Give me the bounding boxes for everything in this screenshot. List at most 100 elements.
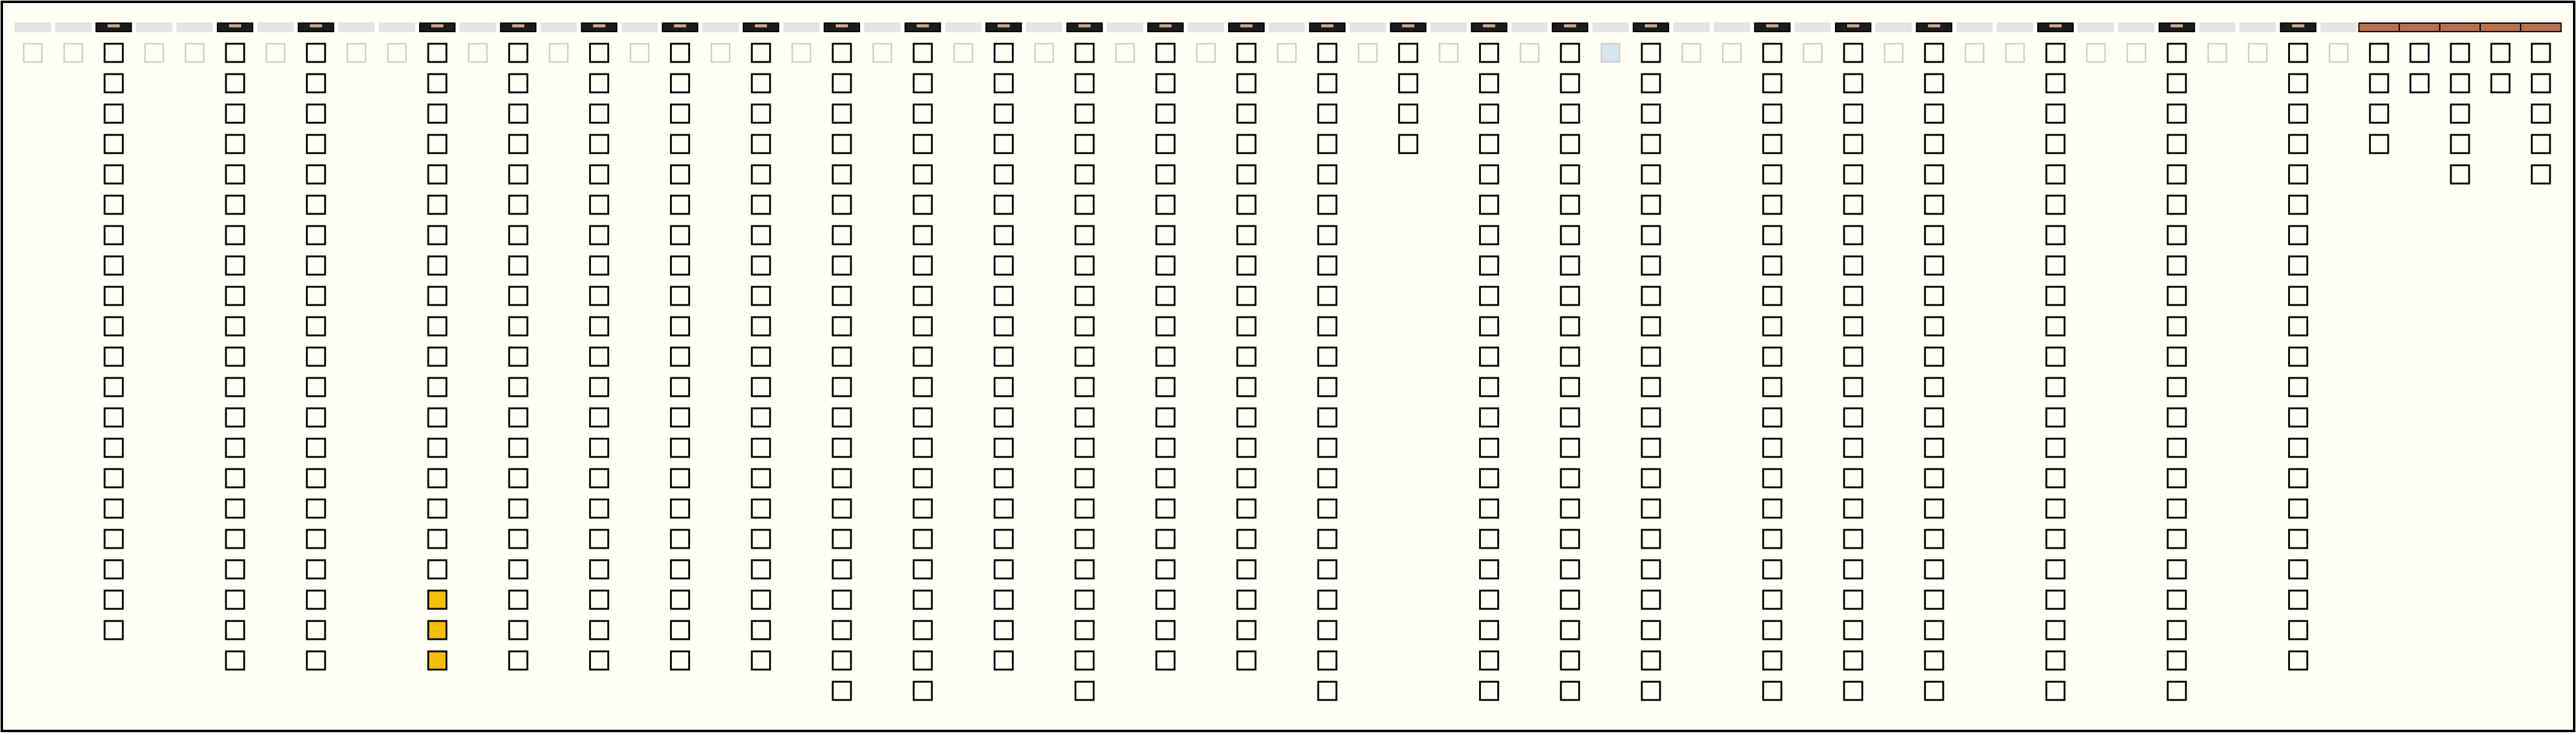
checkbox[interactable] xyxy=(225,286,245,306)
checkbox[interactable] xyxy=(993,194,1014,215)
checkbox[interactable] xyxy=(1317,255,1338,276)
checkbox[interactable] xyxy=(751,255,771,276)
checkbox[interactable] xyxy=(1074,468,1095,489)
checkbox[interactable] xyxy=(1924,681,1944,701)
checkbox[interactable] xyxy=(2045,650,2066,671)
checkbox[interactable] xyxy=(1641,316,1661,337)
checkbox[interactable] xyxy=(103,498,124,519)
checkbox[interactable] xyxy=(2490,73,2511,94)
checkbox[interactable] xyxy=(751,407,771,428)
checkbox[interactable] xyxy=(2167,407,2187,428)
checkbox[interactable] xyxy=(1762,498,1783,519)
checkbox[interactable] xyxy=(2167,225,2187,245)
checkbox[interactable] xyxy=(1236,468,1257,489)
checkbox[interactable] xyxy=(1155,468,1176,489)
checkbox[interactable] xyxy=(508,559,528,580)
checkbox[interactable] xyxy=(1479,103,1500,124)
checkbox[interactable] xyxy=(2045,681,2066,701)
checkbox[interactable] xyxy=(589,225,609,245)
checkbox[interactable] xyxy=(1843,620,1864,640)
checkbox[interactable] xyxy=(751,346,771,367)
checkbox[interactable] xyxy=(1317,73,1338,94)
checkbox[interactable] xyxy=(1641,286,1661,306)
checkbox[interactable] xyxy=(1560,225,1580,245)
checkbox[interactable] xyxy=(832,529,852,549)
checkbox[interactable] xyxy=(508,73,528,94)
checkbox[interactable] xyxy=(1479,316,1500,337)
checkbox[interactable] xyxy=(2045,316,2066,337)
checkbox[interactable] xyxy=(1641,498,1661,519)
checkbox[interactable] xyxy=(103,103,124,124)
checkbox[interactable] xyxy=(1843,164,1864,185)
checkbox[interactable] xyxy=(912,650,933,671)
checkbox[interactable] xyxy=(1560,437,1580,458)
checkbox[interactable] xyxy=(1641,164,1661,185)
checkbox[interactable] xyxy=(225,589,245,610)
checkbox[interactable] xyxy=(306,346,326,367)
checkbox[interactable] xyxy=(832,650,852,671)
checkbox[interactable] xyxy=(993,589,1014,610)
checkbox[interactable] xyxy=(427,316,448,337)
checkbox[interactable] xyxy=(1641,589,1661,610)
checkbox[interactable] xyxy=(306,589,326,610)
checkbox[interactable] xyxy=(1641,225,1661,245)
checkbox[interactable] xyxy=(1155,225,1176,245)
checkbox[interactable] xyxy=(2288,346,2309,367)
checkbox[interactable] xyxy=(225,73,245,94)
column-header[interactable] xyxy=(702,22,739,32)
checkbox[interactable] xyxy=(2288,468,2309,489)
checkbox[interactable] xyxy=(589,255,609,276)
checkbox[interactable] xyxy=(1317,164,1338,185)
checkbox[interactable] xyxy=(225,103,245,124)
checkbox[interactable] xyxy=(2045,164,2066,185)
checkbox[interactable] xyxy=(670,316,691,337)
checkbox[interactable] xyxy=(1641,468,1661,489)
checkbox[interactable] xyxy=(1560,377,1580,397)
checkbox[interactable] xyxy=(589,103,609,124)
checkbox[interactable] xyxy=(2288,225,2309,245)
checkbox[interactable] xyxy=(1236,589,1257,610)
checkbox[interactable] xyxy=(103,255,124,276)
checkbox[interactable] xyxy=(832,255,852,276)
checkbox[interactable] xyxy=(225,529,245,549)
checkbox[interactable] xyxy=(1155,559,1176,580)
checkbox[interactable] xyxy=(912,498,933,519)
checkbox[interactable] xyxy=(1074,650,1095,671)
checkbox[interactable] xyxy=(1762,681,1783,701)
checkbox[interactable] xyxy=(1236,650,1257,671)
checkbox[interactable] xyxy=(670,529,691,549)
checkbox[interactable] xyxy=(832,316,852,337)
checkbox[interactable] xyxy=(2409,73,2430,94)
checkbox[interactable] xyxy=(225,437,245,458)
checkbox[interactable] xyxy=(2167,103,2187,124)
checkbox[interactable] xyxy=(1074,559,1095,580)
checkbox[interactable] xyxy=(1560,498,1580,519)
checkbox[interactable] xyxy=(589,43,609,63)
checkbox[interactable] xyxy=(912,225,933,245)
checkbox[interactable] xyxy=(1924,437,1944,458)
checkbox[interactable] xyxy=(1479,407,1500,428)
checkbox[interactable] xyxy=(1924,650,1944,671)
checkbox[interactable] xyxy=(1762,225,1783,245)
checkbox[interactable] xyxy=(508,103,528,124)
checkbox[interactable] xyxy=(2167,468,2187,489)
checkbox[interactable] xyxy=(2530,103,2551,124)
checkbox[interactable] xyxy=(912,194,933,215)
checkbox[interactable] xyxy=(508,437,528,458)
checkbox[interactable] xyxy=(912,316,933,337)
checkbox[interactable] xyxy=(225,377,245,397)
checkbox[interactable] xyxy=(1074,377,1095,397)
checkbox[interactable] xyxy=(1236,377,1257,397)
checkbox[interactable] xyxy=(427,377,448,397)
checkbox[interactable] xyxy=(832,43,852,63)
checkbox[interactable] xyxy=(1843,225,1864,245)
checkbox[interactable] xyxy=(306,255,326,276)
checkbox[interactable] xyxy=(1843,407,1864,428)
checkbox[interactable] xyxy=(993,468,1014,489)
checkbox[interactable] xyxy=(2167,589,2187,610)
checkbox[interactable] xyxy=(1560,589,1580,610)
checkbox[interactable] xyxy=(751,164,771,185)
checkbox[interactable] xyxy=(2045,134,2066,154)
checkbox[interactable] xyxy=(306,407,326,428)
column-header[interactable] xyxy=(2520,22,2562,32)
